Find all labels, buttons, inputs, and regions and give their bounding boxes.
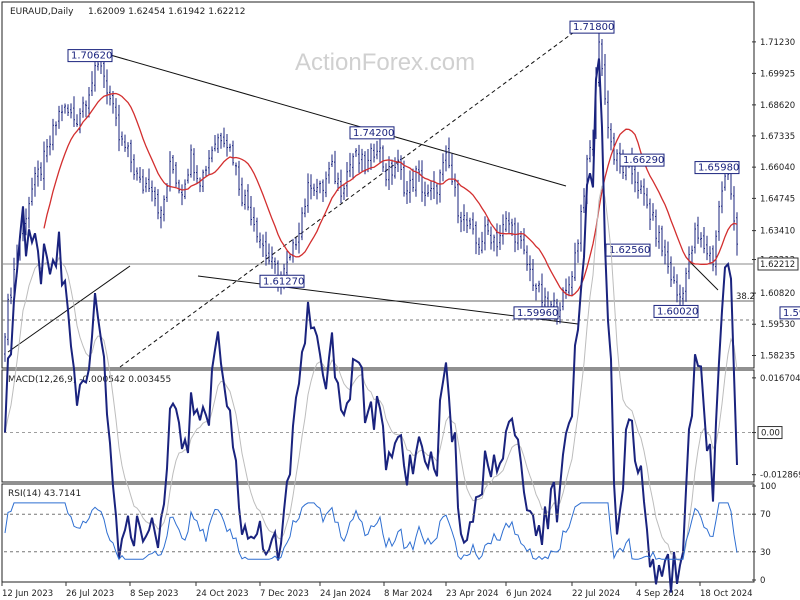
fib-label: 38.2	[736, 292, 755, 302]
rsi-y-tick-label: 100	[760, 482, 776, 492]
x-axis: 12 Jun 2023 26 Jul 2023 8 Sep 2023 24 Oct 2…	[1, 582, 753, 599]
rsi-y-axis: 100 70 30 0	[752, 482, 776, 586]
price-label-box	[779, 306, 800, 320]
rsi-y-tick-label: 30	[760, 548, 771, 558]
price-label-box	[349, 126, 395, 140]
y-tick-label: 1.63410	[760, 227, 795, 237]
y-tick-label: 1.67335	[760, 132, 795, 142]
price-label-box	[653, 304, 699, 318]
watermark: ActionForex.com	[295, 49, 475, 76]
moving-average-line	[43, 92, 738, 297]
price-label-text: 1.65980	[698, 163, 739, 174]
price-label-text: 1.74200	[353, 128, 394, 139]
trend-line-right	[689, 261, 719, 291]
price-label-box	[569, 20, 615, 34]
price-label-text: 1.70620	[71, 51, 112, 62]
price-label-box	[67, 49, 113, 63]
macd-y-tick-label: -0.012869	[760, 471, 800, 481]
price-label-text: 1.62560	[609, 245, 650, 256]
y-tick-label: 1.64745	[760, 194, 795, 204]
x-tick-label: 23 Apr 2024	[446, 589, 499, 599]
rsi-y-tick-label: 70	[760, 510, 771, 520]
ohlc-label: 1.62009 1.62454 1.61942 1.62212	[88, 7, 245, 17]
price-label-text: 1.59960	[783, 308, 800, 319]
dashed-trend-line	[119, 23, 586, 368]
trend-line-left	[7, 265, 131, 353]
macd-line	[4, 58, 738, 593]
rsi-title: RSI(14) 43.7141	[8, 489, 81, 499]
price-label-box	[694, 161, 740, 175]
x-tick-label: 24 Jan 2024	[320, 589, 371, 599]
x-tick-label: 12 Jun 2023	[2, 589, 53, 599]
x-tick-label: 18 Oct 2024	[700, 589, 753, 599]
current-price-tag	[757, 257, 799, 271]
y-tick-label: 1.66040	[760, 163, 795, 173]
y-tick-label: 1.58235	[760, 352, 795, 362]
y-tick-label: 1.69925	[760, 69, 795, 79]
x-tick-label: 7 Dec 2023	[260, 589, 309, 599]
x-tick-label: 22 Jul 2024	[572, 589, 620, 599]
price-label-group: 1.70620 1.74200 1.71800 1.66290 1.65980 1.625…	[67, 20, 800, 320]
macd-group	[4, 58, 752, 593]
rsi-line	[4, 502, 738, 561]
y-tick-label: 1.59530	[760, 320, 795, 330]
macd-y-tick-label: 0.016704	[760, 374, 800, 384]
x-tick-label: 8 Sep 2023	[130, 589, 178, 599]
price-label-text: 1.60020	[657, 306, 698, 317]
x-tick-label: 6 Jun 2024	[506, 589, 552, 599]
price-label-box	[513, 306, 559, 320]
price-candles	[4, 33, 738, 362]
rsi-y-tick-label: 0	[760, 576, 765, 586]
current-price-tag-text: 1.62212	[760, 260, 795, 270]
macd-signal-line	[4, 185, 738, 562]
price-label-box	[259, 274, 305, 288]
x-tick-label: 26 Jul 2023	[66, 589, 114, 599]
macd-title: MACD(12,26,9) -0.000542 0.003455	[8, 375, 171, 385]
price-label-text: 1.61270	[263, 276, 304, 287]
trend-line-top	[99, 51, 567, 187]
y-tick-label: 1.60820	[760, 289, 795, 299]
price-label-text: 1.59960	[517, 308, 558, 319]
macd-value-tag-text: 0.00	[761, 429, 780, 439]
x-tick-label: 8 Mar 2024	[384, 589, 432, 599]
x-tick-label: 24 Oct 2023	[196, 589, 249, 599]
y-tick-label: 1.68620	[760, 101, 795, 111]
price-label-text: 1.71800	[573, 22, 614, 33]
price-label-text: 1.66290	[623, 155, 664, 166]
macd-value-tag	[757, 426, 783, 440]
y-tick-label: 1.71230	[760, 38, 795, 48]
rsi-panel	[1, 483, 755, 583]
symbol-label: EURAUD,Daily	[10, 7, 74, 17]
price-panel	[1, 1, 755, 369]
price-label-box	[619, 153, 665, 167]
x-tick-label: 4 Sep 2024	[636, 589, 684, 599]
macd-panel	[1, 369, 755, 483]
rsi-group	[4, 502, 752, 561]
